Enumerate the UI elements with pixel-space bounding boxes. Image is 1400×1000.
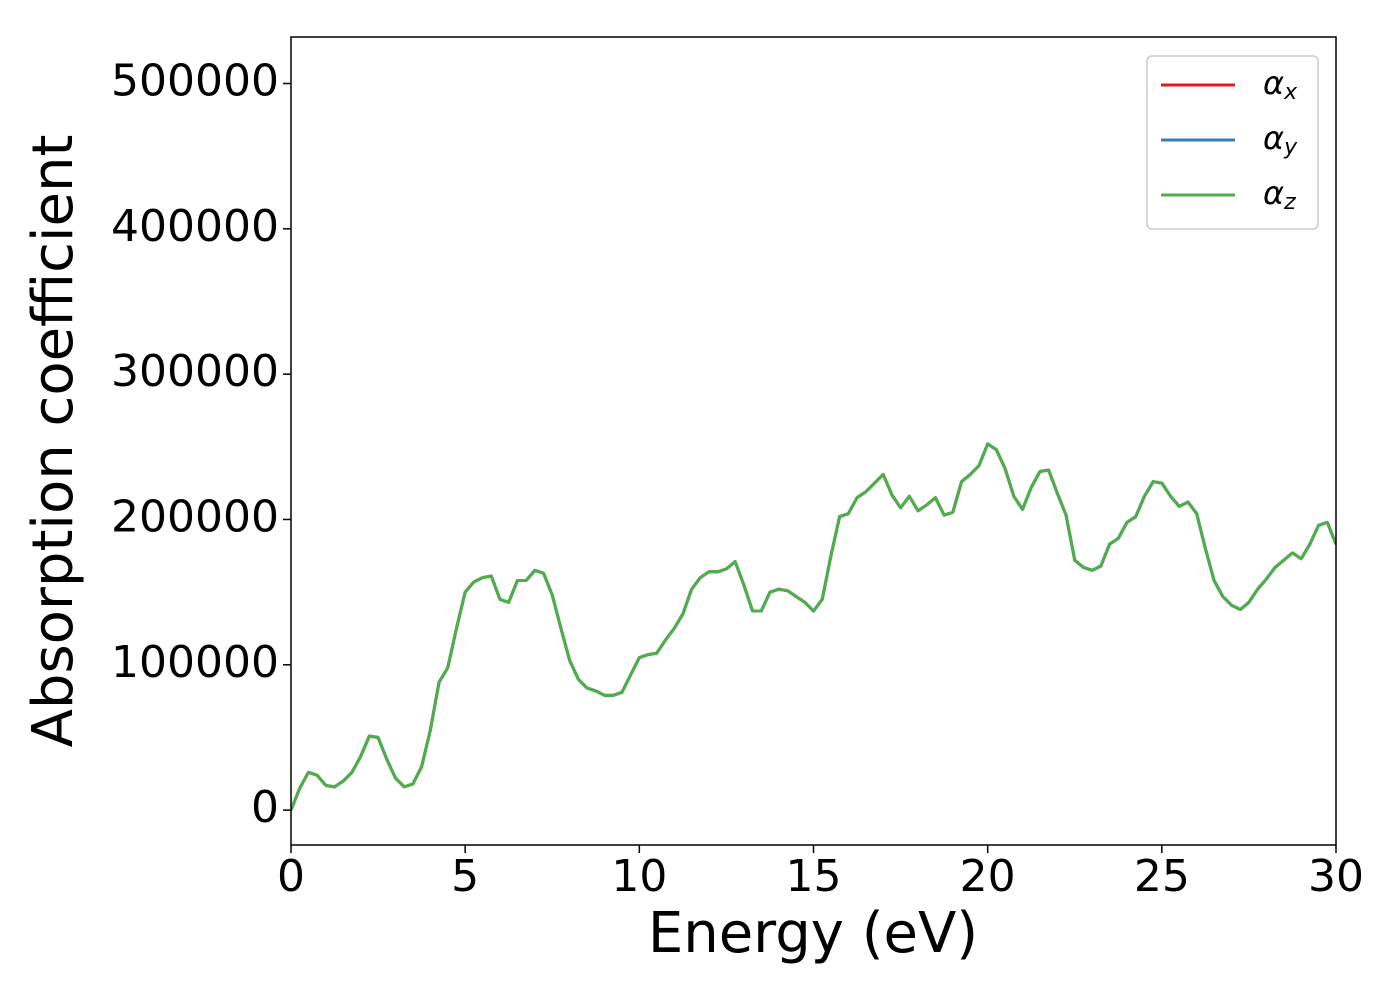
y-tick-label: 200000 [111,491,279,542]
line-series [291,442,1336,811]
y-tick-label: 500000 [111,56,279,107]
x-tick-label: 15 [786,851,842,902]
y-tick-label: 100000 [111,637,279,688]
x-tick-label: 0 [277,851,305,902]
legend-label: αz [1263,174,1296,215]
y-tick-label: 400000 [111,201,279,252]
y-tick-label: 300000 [111,346,279,397]
x-tick-label: 10 [611,851,667,902]
legend-label: αx [1263,64,1298,105]
x-tick-label: 30 [1308,851,1364,902]
y-tick-label: 0 [251,782,279,833]
legend-box [1146,55,1319,230]
x-tick-label: 5 [451,851,479,902]
x-axis-label: Energy (eV) [648,901,978,966]
x-tick-label: 25 [1134,851,1190,902]
legend-label: αy [1263,119,1298,160]
plot-frame [290,36,1337,846]
y-axis-label: Absorption coefficient [21,135,86,748]
x-tick-label: 20 [960,851,1016,902]
